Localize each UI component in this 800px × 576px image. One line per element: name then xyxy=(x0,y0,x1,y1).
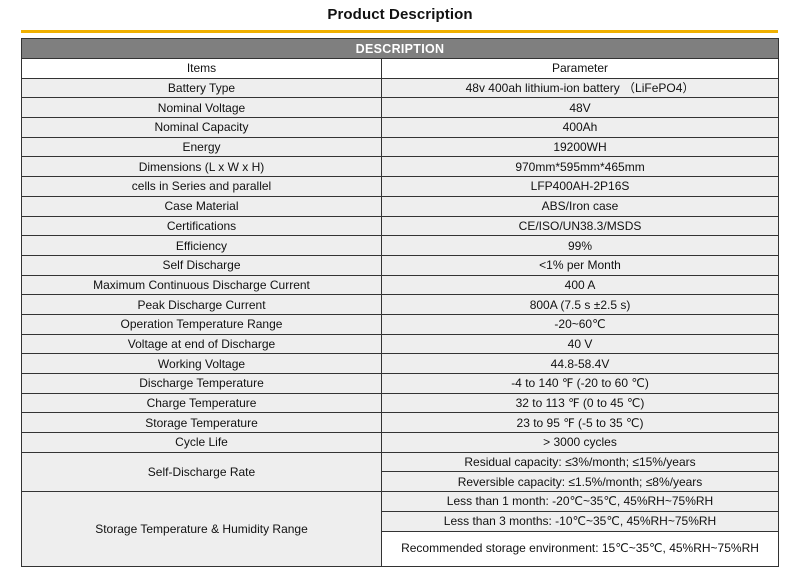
row-item: Dimensions (L x W x H) xyxy=(21,156,382,178)
row-value: <1% per Month xyxy=(380,254,780,276)
table-row: Storage Temperature 23 to 95 ℉ (-5 to 35… xyxy=(21,412,780,434)
row-value: LFP400AH-2P16S xyxy=(380,176,780,197)
table-row: Nominal Capacity 400Ah xyxy=(21,117,780,138)
row-value: 48v 400ah lithium-ion battery （LiFePO4） xyxy=(380,77,780,99)
table-row: Operation Temperature Range -20~60℃ xyxy=(21,313,780,335)
page-title: Product Description xyxy=(327,6,473,23)
row-value: 23 to 95 ℉ (-5 to 35 ℃) xyxy=(380,412,780,434)
storage-3-months-value: Less than 3 months: -10℃~35℃, 45%RH~75%R… xyxy=(380,510,780,532)
table-row: Voltage at end of Discharge 40 V xyxy=(21,333,780,355)
row-item: Operation Temperature Range xyxy=(21,313,382,335)
table-row: Discharge Temperature -4 to 140 ℉ (-20 t… xyxy=(21,373,780,394)
row-item: Self Discharge xyxy=(21,254,382,276)
table-row: Self-Discharge Rate Residual capacity: ≤… xyxy=(21,451,780,493)
header-row: Items Parameter xyxy=(21,58,780,79)
row-value: 48V xyxy=(380,97,780,119)
spec-table: DESCRIPTION Items Parameter Battery Type… xyxy=(20,38,780,567)
row-value: 970mm*595mm*465mm xyxy=(380,156,780,178)
table-row: Storage Temperature & Humidity Range Les… xyxy=(21,491,780,567)
row-value: -4 to 140 ℉ (-20 to 60 ℃) xyxy=(380,373,780,394)
table-row: Self Discharge <1% per Month xyxy=(21,254,780,276)
row-value: ABS/Iron case xyxy=(380,195,780,217)
row-item: Voltage at end of Discharge xyxy=(21,333,382,355)
table-banner: DESCRIPTION xyxy=(20,38,780,59)
row-value: > 3000 cycles xyxy=(380,432,780,453)
row-value: 40 V xyxy=(380,333,780,355)
row-value: 400Ah xyxy=(380,117,780,138)
row-value: 99% xyxy=(380,235,780,256)
table-row: Efficiency 99% xyxy=(21,235,780,256)
row-item: Certifications xyxy=(21,215,382,237)
table-row: cells in Series and parallel LFP400AH-2P… xyxy=(21,176,780,197)
banner-row: DESCRIPTION xyxy=(20,38,780,59)
reversible-capacity-value: Reversible capacity: ≤1.5%/month; ≤8%/ye… xyxy=(380,471,780,493)
table-row: Certifications CE/ISO/UN38.3/MSDS xyxy=(21,215,780,237)
table-row: Reversible capacity: ≤1.5%/month; ≤8%/ye… xyxy=(22,471,780,493)
title-underline xyxy=(21,30,778,33)
table-row: Nominal Voltage 48V xyxy=(21,97,780,119)
row-item: Nominal Voltage xyxy=(21,97,382,119)
row-value: 19200WH xyxy=(380,136,780,158)
row-item: cells in Series and parallel xyxy=(21,176,382,197)
table-row: Peak Discharge Current 800A (7.5 s ±2.5 … xyxy=(21,294,780,315)
row-item: Nominal Capacity xyxy=(21,117,382,138)
storage-1-month-value: Less than 1 month: -20℃~35℃, 45%RH~75%RH xyxy=(380,491,780,512)
row-item: Peak Discharge Current xyxy=(21,294,382,315)
row-value: 44.8-58.4V xyxy=(380,353,780,374)
table-row: Less than 3 months: -10℃~35℃, 45%RH~75%R… xyxy=(22,510,780,532)
header-items: Items xyxy=(21,58,382,79)
table-row: Energy 19200WH xyxy=(21,136,780,158)
row-item: Energy xyxy=(21,136,382,158)
row-item: Discharge Temperature xyxy=(21,373,382,394)
row-item: Battery Type xyxy=(21,77,382,99)
table-row: Recommended storage environment: 15℃~35℃… xyxy=(22,530,780,567)
row-item: Cycle Life xyxy=(21,432,382,453)
table-row: Cycle Life > 3000 cycles xyxy=(21,432,780,453)
row-item: Charge Temperature xyxy=(21,392,382,414)
table-row: Dimensions (L x W x H) 970mm*595mm*465mm xyxy=(21,156,780,178)
table-row: Case Material ABS/Iron case xyxy=(21,195,780,217)
row-value: CE/ISO/UN38.3/MSDS xyxy=(380,215,780,237)
row-value: 800A (7.5 s ±2.5 s) xyxy=(380,294,780,315)
row-item: Working Voltage xyxy=(21,353,382,374)
self-discharge-rate-item: Self-Discharge Rate xyxy=(21,451,382,493)
row-value: 400 A xyxy=(380,274,780,296)
table-row: Charge Temperature 32 to 113 ℉ (0 to 45 … xyxy=(21,392,780,414)
storage-humidity-item: Storage Temperature & Humidity Range xyxy=(21,491,382,567)
residual-capacity-value: Residual capacity: ≤3%/month; ≤15%/years xyxy=(380,451,780,473)
table-row: Working Voltage 44.8-58.4V xyxy=(21,353,780,374)
header-parameter: Parameter xyxy=(380,58,780,79)
table-row: Maximum Continuous Discharge Current 400… xyxy=(21,274,780,296)
row-value: -20~60℃ xyxy=(380,313,780,335)
row-item: Maximum Continuous Discharge Current xyxy=(21,274,382,296)
row-item: Efficiency xyxy=(21,235,382,256)
table-row: Battery Type 48v 400ah lithium-ion batte… xyxy=(21,77,780,99)
row-item: Case Material xyxy=(21,195,382,217)
recommended-storage-value: Recommended storage environment: 15℃~35℃… xyxy=(380,530,780,567)
row-item: Storage Temperature xyxy=(21,412,382,434)
row-value: 32 to 113 ℉ (0 to 45 ℃) xyxy=(380,392,780,414)
